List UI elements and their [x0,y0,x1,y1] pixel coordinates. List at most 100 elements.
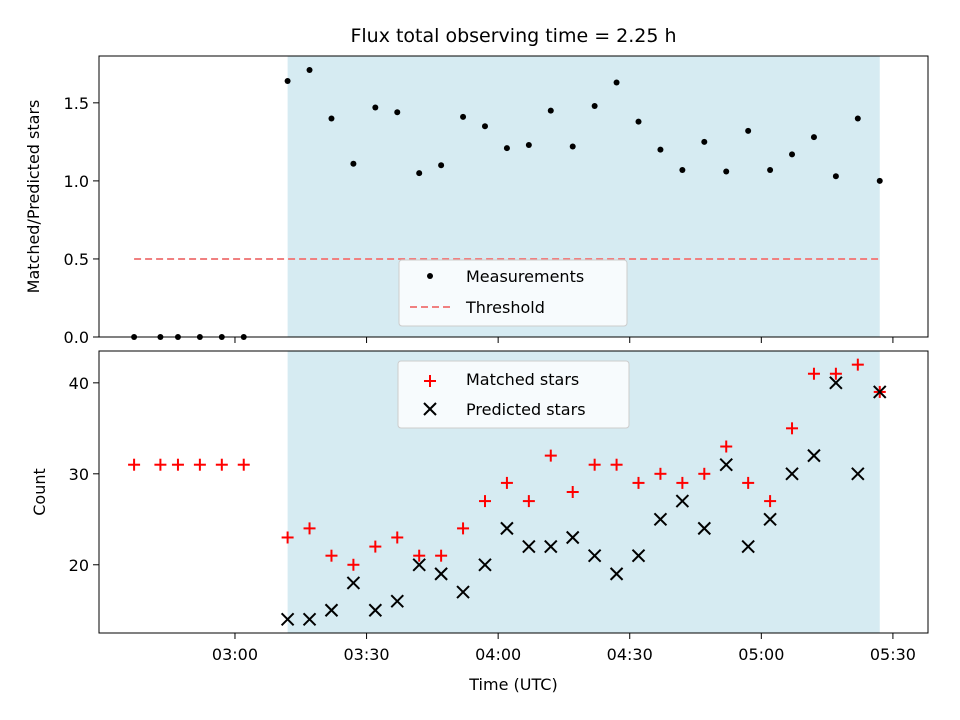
matched-star-point [478,495,491,508]
measurement-point [591,102,598,109]
matched-stars-points [128,358,886,571]
predicted-star-point [280,612,295,627]
predicted-star-point [785,467,799,481]
matched-star-point [413,549,426,562]
top-y-ticks: 0.0 0.5 1.0 1.5 [64,94,99,347]
measurement-point [832,173,839,180]
predicted-star-point [566,530,580,545]
predicted-star-point [544,539,558,554]
predicted-star-point [368,603,383,617]
matched-star-point [698,467,711,480]
x-tick-label: 04:00 [475,645,521,664]
legend-measurements-marker [427,273,433,279]
predicted-star-point [609,567,624,581]
chart-title: Flux total observing time = 2.25 h [350,25,676,47]
matched-star-point [303,522,316,535]
predicted-star-point [390,594,404,608]
bottom-x-ticks: 03:00 03:30 04:00 04:30 05:00 05:30 [212,633,916,664]
measurement-point [306,67,313,74]
y-tick-label: 1.0 [64,172,89,191]
measurement-point [525,141,532,148]
legend-measurements-label: Measurements [466,267,584,286]
predicted-star-point [434,567,448,581]
matched-star-point [720,440,733,453]
predicted-star-point [302,612,317,627]
predicted-star-point [478,558,492,572]
measurement-point [460,113,467,120]
measurement-point [438,162,445,169]
predicted-star-point [873,385,887,399]
matched-star-point [325,549,338,562]
measurement-point [394,109,401,116]
bottom-y-axis-label: Count [30,468,49,516]
x-tick-label: 03:00 [212,645,258,664]
predicted-star-point [807,448,821,463]
top-legend: Measurements Threshold [398,259,628,327]
predicted-star-point [829,376,843,390]
matched-star-point [193,458,206,471]
legend-matched-marker [424,375,436,387]
measurement-point [767,166,774,173]
measurement-points [131,67,883,340]
matched-star-point [500,476,513,489]
matched-star-point [676,476,689,489]
legend-predicted-marker [423,402,437,416]
predicted-star-point [697,521,712,536]
measurement-point [679,166,686,173]
bottom-plot-frame [98,350,929,634]
y-tick-label: 40 [69,374,89,393]
measurement-point [503,145,510,152]
predicted-star-point [763,512,777,526]
bottom-legend: Matched stars Predicted stars [397,360,630,429]
y-tick-label: 0.5 [64,250,89,269]
predicted-star-point [346,576,361,590]
matched-star-point [829,367,842,380]
matched-star-point [566,486,579,498]
y-tick-label: 20 [69,556,89,575]
measurement-point [547,107,554,114]
predicted-star-point [719,458,733,472]
predicted-star-point [456,585,470,599]
matched-star-point [237,458,250,471]
x-tick-label: 05:30 [870,645,916,664]
matched-star-point [632,476,645,489]
matched-star-point [457,522,470,535]
matched-star-point [215,458,228,471]
measurement-point [745,127,752,134]
matched-star-point [435,549,448,562]
predicted-star-point [522,539,536,554]
matched-star-point [347,558,360,571]
predicted-stars-points [280,376,887,627]
measurement-point [810,134,817,141]
predicted-star-point [675,494,690,508]
y-tick-label: 1.5 [64,94,89,113]
x-tick-label: 04:30 [607,645,653,664]
measurement-point [350,160,357,167]
matched-star-point [128,458,141,471]
predicted-star-point [851,467,865,481]
measurement-point [416,170,423,177]
x-tick-label: 05:00 [738,645,784,664]
measurement-point [723,168,730,175]
matched-star-point [391,531,404,544]
y-tick-label: 0.0 [64,328,89,347]
measurement-point [328,115,335,122]
measurement-point [876,177,883,184]
legend-matched-label: Matched stars [466,370,579,389]
top-plot-frame [98,55,929,338]
matched-star-point [154,458,167,471]
predicted-star-point [324,603,339,617]
matched-star-point [369,540,382,553]
measurement-point [372,104,379,111]
top-y-axis-label: Matched/Predicted stars [24,100,43,294]
top-panel: 0.0 0.5 1.0 1.5 Flux total observing time =… [24,25,929,347]
matched-star-point [807,367,820,380]
predicted-star-point [653,512,668,526]
predicted-star-point [412,558,426,572]
matched-star-point [851,358,864,371]
measurement-point [854,115,861,122]
y-tick-label: 30 [69,465,89,484]
measurement-point [701,138,708,145]
matched-star-point [588,458,601,471]
